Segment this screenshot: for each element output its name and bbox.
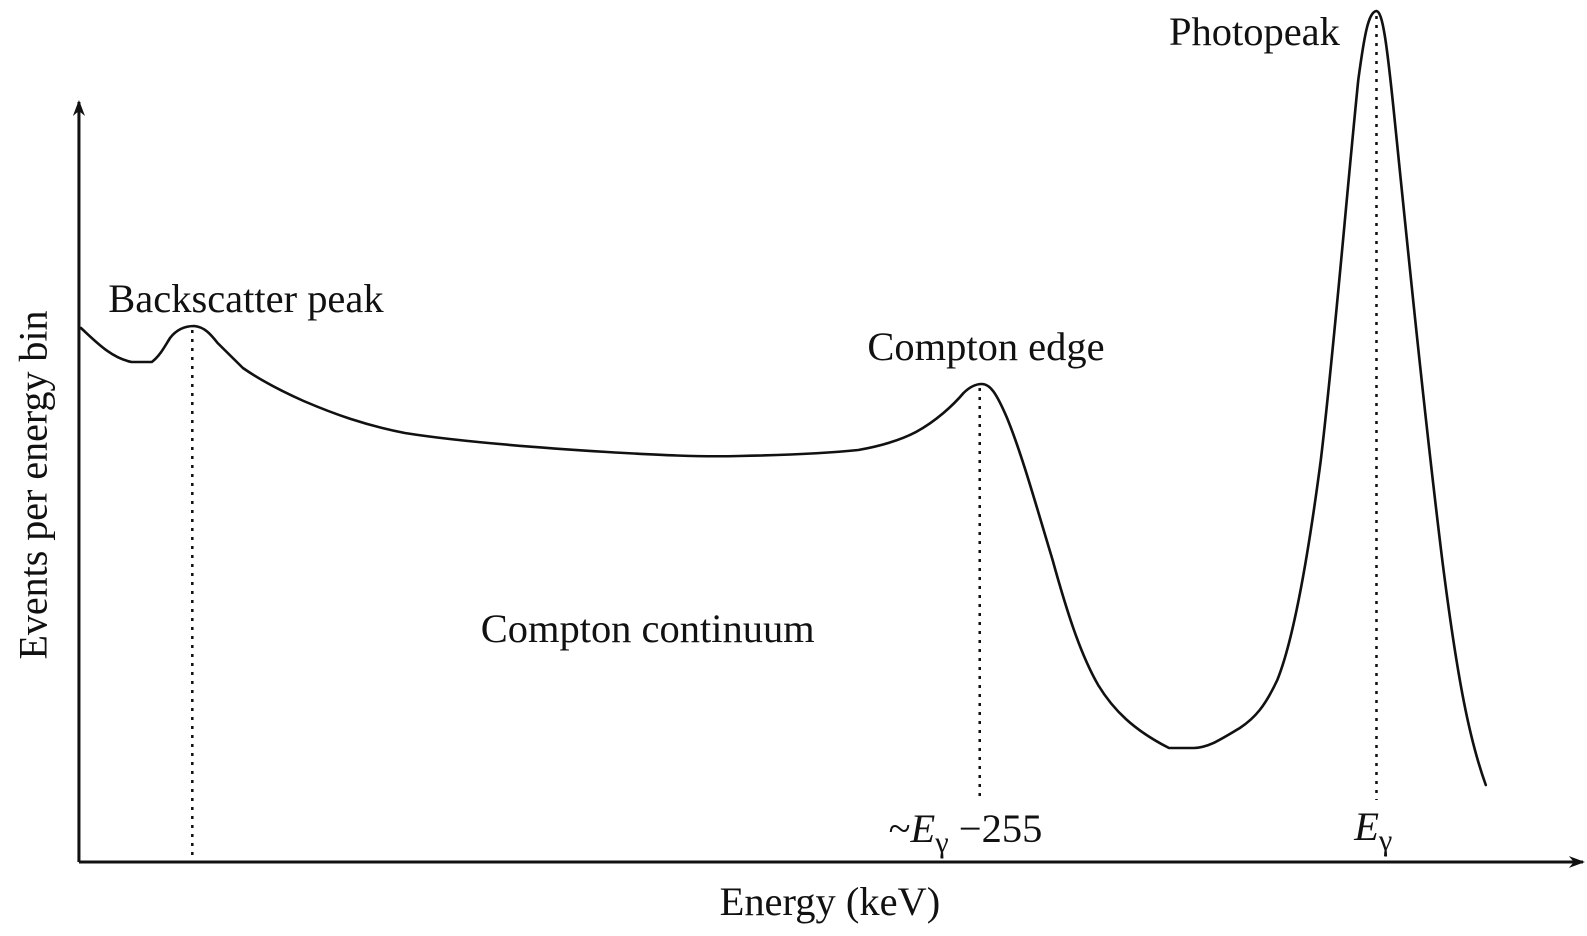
symbol: E: [910, 806, 936, 851]
backscatter-label: Backscatter peak: [108, 276, 384, 321]
compton-edge-label: Compton edge: [867, 324, 1104, 369]
peak-markers: [191, 16, 1378, 858]
x-axis-label: Energy (keV): [720, 879, 941, 924]
suffix: −255: [949, 806, 1043, 851]
compton-edge-energy: ~Eγ −255: [889, 806, 1043, 859]
spectrum-curve: [79, 9, 1488, 787]
subscript: γ: [1378, 823, 1392, 857]
photopeak-label: Photopeak: [1169, 9, 1341, 54]
photopeak-energy: Eγ: [1353, 804, 1392, 857]
compton-continuum-label: Compton continuum: [481, 606, 815, 651]
symbol: E: [1353, 804, 1379, 849]
y-axis-label: Events per energy bin: [10, 310, 55, 659]
prefix: ~: [889, 806, 911, 851]
subscript: γ: [934, 825, 948, 859]
